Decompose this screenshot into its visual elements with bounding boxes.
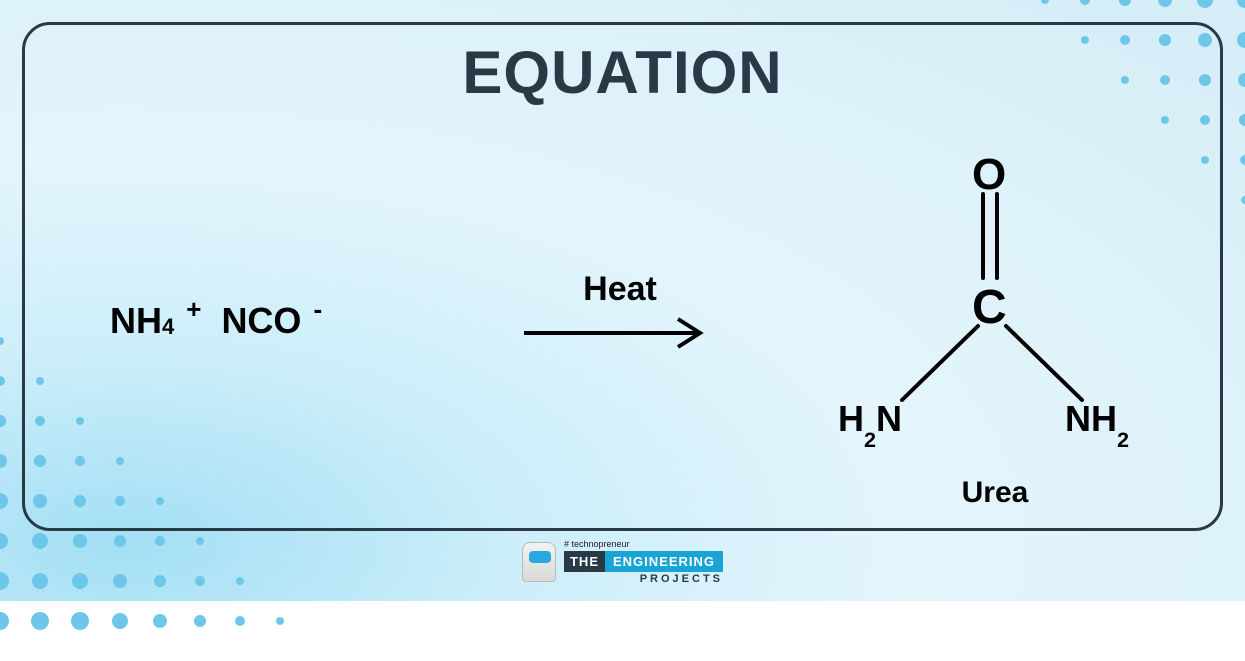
logo-the: THE (564, 551, 605, 572)
reaction-arrow: Heat (520, 270, 720, 353)
atom-c: C (972, 280, 1007, 335)
reactant-formula: NH4 + NCO - (110, 300, 336, 342)
robot-icon (522, 542, 556, 582)
arrow-icon (520, 313, 720, 353)
atom-n-left: H2N (838, 398, 902, 445)
atom-o: O (972, 150, 1006, 200)
title: EQUATION (0, 38, 1245, 107)
logo-projects: PROJECTS (564, 573, 723, 585)
atom-n-right: NH2 (1065, 398, 1129, 445)
logo-engineering: ENGINEERING (605, 551, 723, 572)
brand-logo: # technopreneur THE ENGINEERING PROJECTS (0, 539, 1245, 585)
product-structure-urea: O C H2N NH2 Urea (830, 150, 1160, 490)
charge-plus: + (186, 294, 201, 325)
logo-tagline: # technopreneur (564, 539, 723, 549)
product-name: Urea (830, 476, 1160, 510)
reactant-nco: NCO (221, 300, 301, 342)
diagram-canvas: EQUATION NH4 + NCO - Heat O C H2N (0, 0, 1245, 601)
reactant-nh4: NH4 (110, 300, 174, 342)
arrow-label: Heat (520, 270, 720, 309)
charge-minus: - (313, 294, 322, 325)
